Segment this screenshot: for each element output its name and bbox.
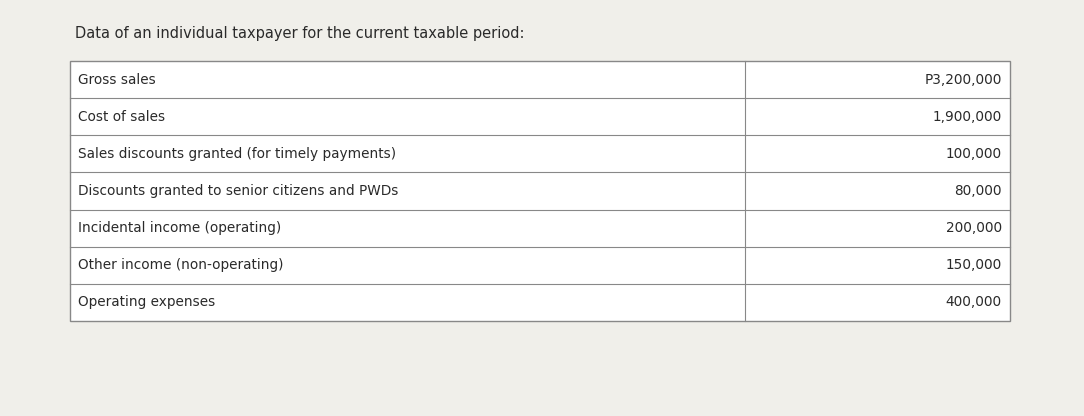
Text: Operating expenses: Operating expenses xyxy=(78,295,216,310)
Text: Sales discounts granted (for timely payments): Sales discounts granted (for timely paym… xyxy=(78,147,396,161)
Text: 200,000: 200,000 xyxy=(946,221,1002,235)
Text: Incidental income (operating): Incidental income (operating) xyxy=(78,221,281,235)
Text: Other income (non-operating): Other income (non-operating) xyxy=(78,258,284,272)
Text: Gross sales: Gross sales xyxy=(78,72,156,87)
Text: 100,000: 100,000 xyxy=(946,147,1002,161)
Text: 1,900,000: 1,900,000 xyxy=(932,110,1002,124)
Text: 400,000: 400,000 xyxy=(946,295,1002,310)
Text: Discounts granted to senior citizens and PWDs: Discounts granted to senior citizens and… xyxy=(78,184,399,198)
Text: P3,200,000: P3,200,000 xyxy=(925,72,1002,87)
Bar xyxy=(70,61,1010,321)
Text: 80,000: 80,000 xyxy=(955,184,1002,198)
Text: Data of an individual taxpayer for the current taxable period:: Data of an individual taxpayer for the c… xyxy=(75,26,525,41)
Text: 150,000: 150,000 xyxy=(945,258,1002,272)
Text: Cost of sales: Cost of sales xyxy=(78,110,165,124)
